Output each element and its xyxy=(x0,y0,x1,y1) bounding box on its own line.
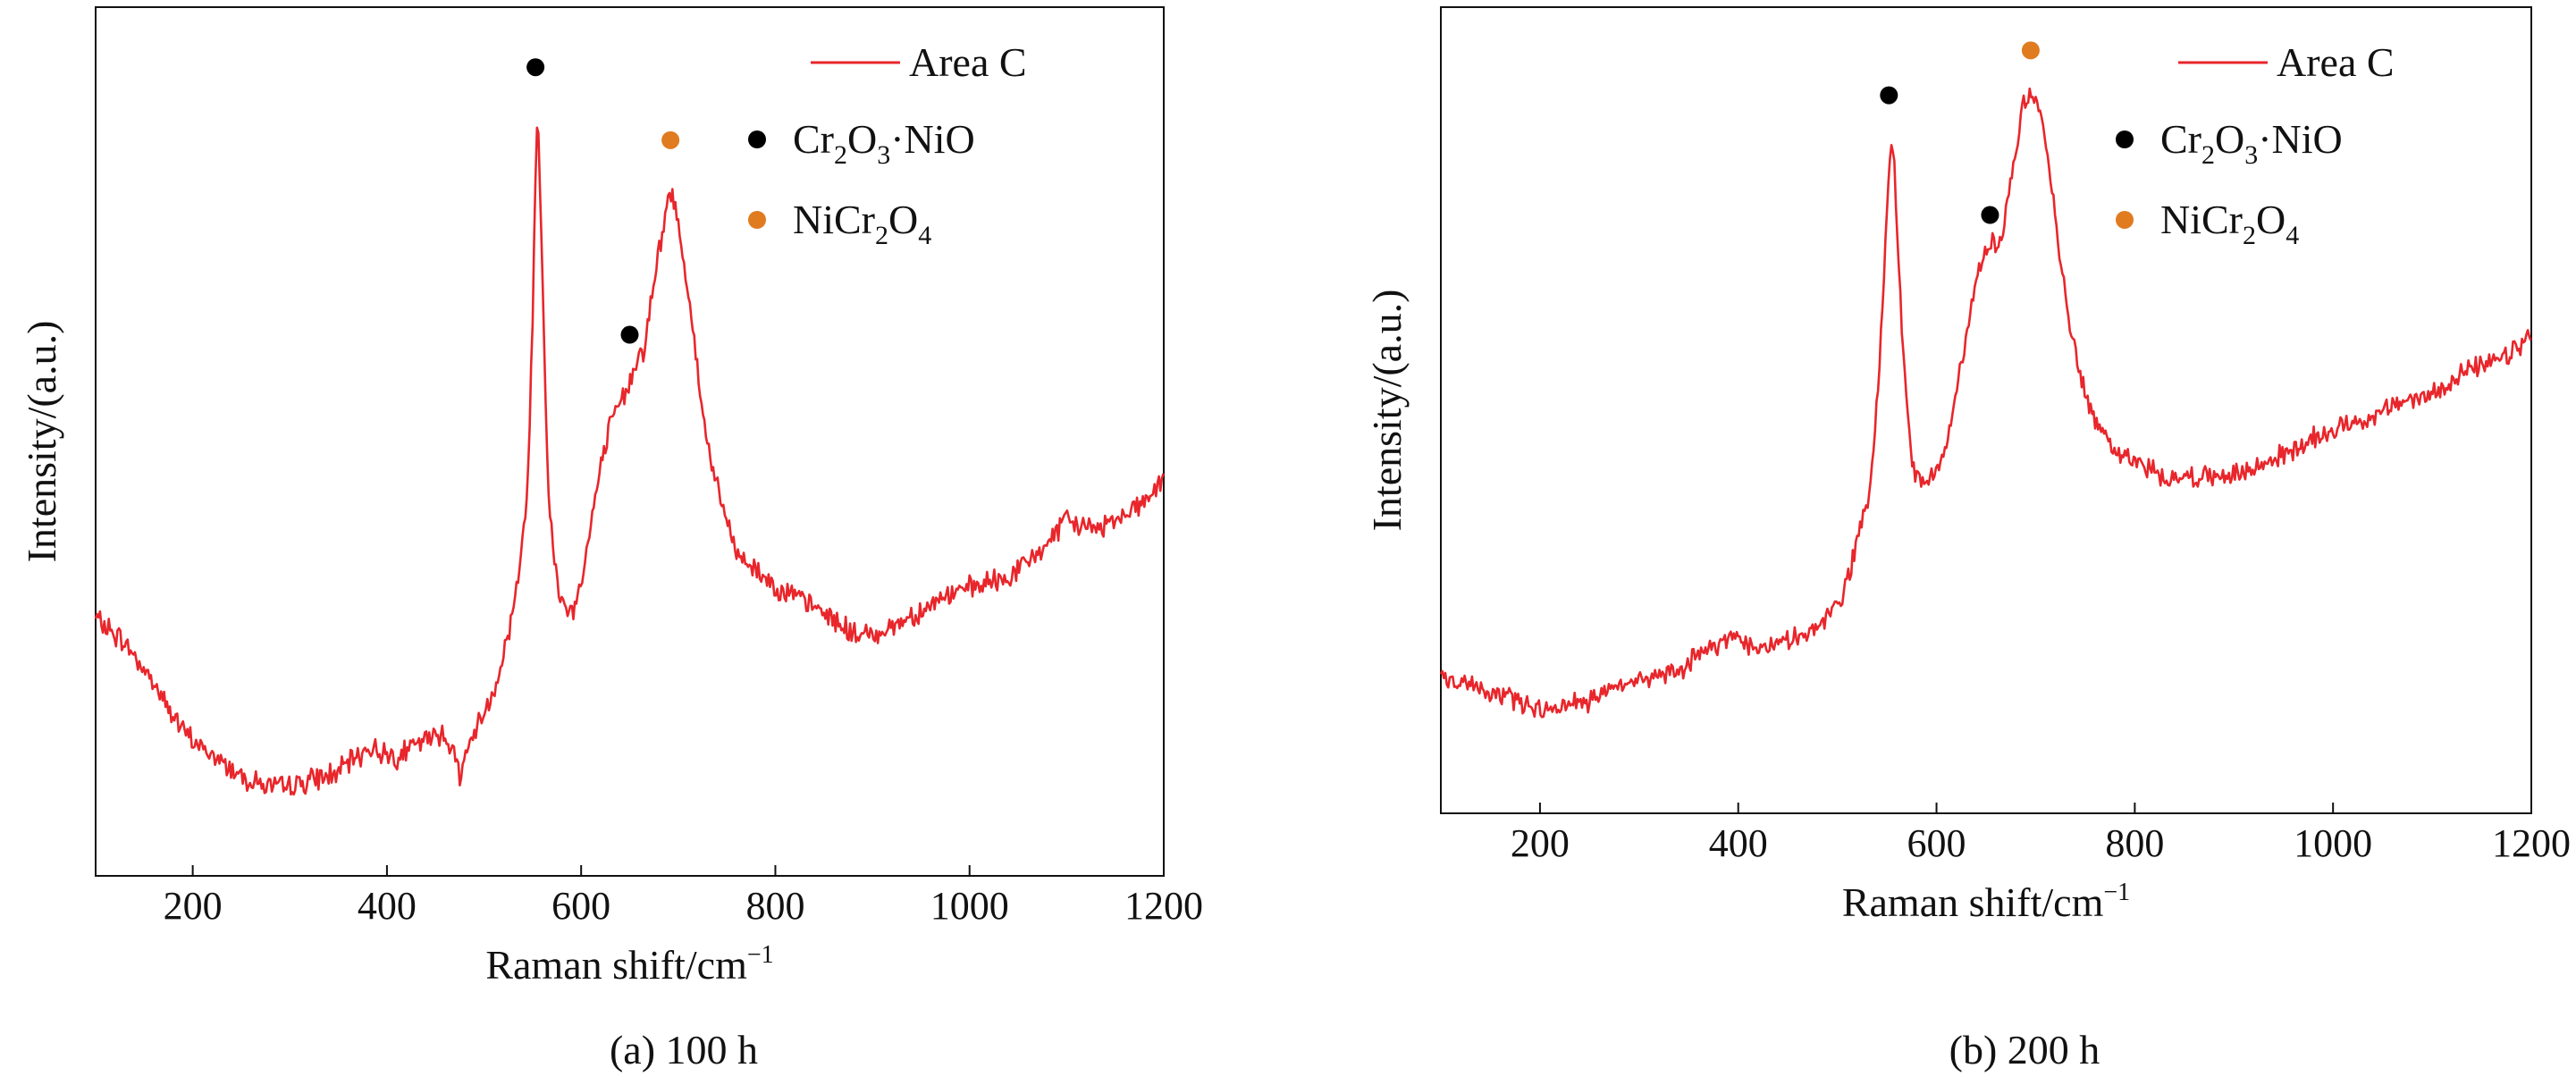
caption-b: (b) 200 h xyxy=(1949,1027,2100,1072)
legend-label: NiCr2O4 xyxy=(2160,197,2299,250)
x-tick-label: 600 xyxy=(1907,821,1966,865)
legend-label-area-c: Area C xyxy=(2277,39,2395,85)
x-axis-label: Raman shift/cm−1 xyxy=(485,941,773,988)
legend-marker-swatch xyxy=(2116,211,2134,229)
plot-frame xyxy=(1440,6,2532,814)
peak-marker xyxy=(1981,206,1999,224)
x-tick-label: 1200 xyxy=(2492,821,2571,865)
legend-marker-swatch xyxy=(2116,130,2134,148)
legend-label: Cr2O3·NiO xyxy=(793,116,975,170)
x-tick-label: 200 xyxy=(1511,821,1570,865)
x-tick-label: 800 xyxy=(745,884,804,928)
x-tick-label: 400 xyxy=(358,884,417,928)
caption-a: (a) 100 h xyxy=(610,1027,758,1072)
x-tick-label: 400 xyxy=(1709,821,1768,865)
legend-label: NiCr2O4 xyxy=(793,197,931,250)
legend-label: Cr2O3·NiO xyxy=(2160,116,2343,170)
x-tick-label: 1000 xyxy=(2294,821,2372,865)
legend-marker-swatch xyxy=(748,130,766,148)
series-line-area-c xyxy=(94,126,1165,796)
x-tick-label: 1000 xyxy=(930,884,1009,928)
plot-frame xyxy=(95,6,1165,877)
peak-marker xyxy=(2021,41,2040,60)
chart-panel-b: 200 400 600 800 1000 1200 Raman shift/cm−1 Inte… xyxy=(1364,6,2571,925)
x-tick-label: 600 xyxy=(551,884,610,928)
series-line-area-c xyxy=(1439,87,2532,719)
peak-marker xyxy=(661,130,680,149)
legend-label-area-c: Area C xyxy=(909,39,1027,85)
x-tick-label: 1200 xyxy=(1124,884,1203,928)
x-axis-label: Raman shift/cm−1 xyxy=(1842,879,2130,925)
peak-marker xyxy=(526,58,545,77)
chart-panel-a: 200 400 600 800 1000 1200 Raman shift/cm−1 Inte… xyxy=(19,6,1203,988)
y-axis-label: Intensity/(a.u.) xyxy=(19,321,64,563)
y-axis-label: Intensity/(a.u.) xyxy=(1364,290,1410,532)
legend-marker-swatch xyxy=(748,211,766,229)
peak-marker xyxy=(620,325,639,344)
x-tick-label: 800 xyxy=(2105,821,2164,865)
x-tick-label: 200 xyxy=(164,884,223,928)
peak-marker xyxy=(1880,86,1898,105)
